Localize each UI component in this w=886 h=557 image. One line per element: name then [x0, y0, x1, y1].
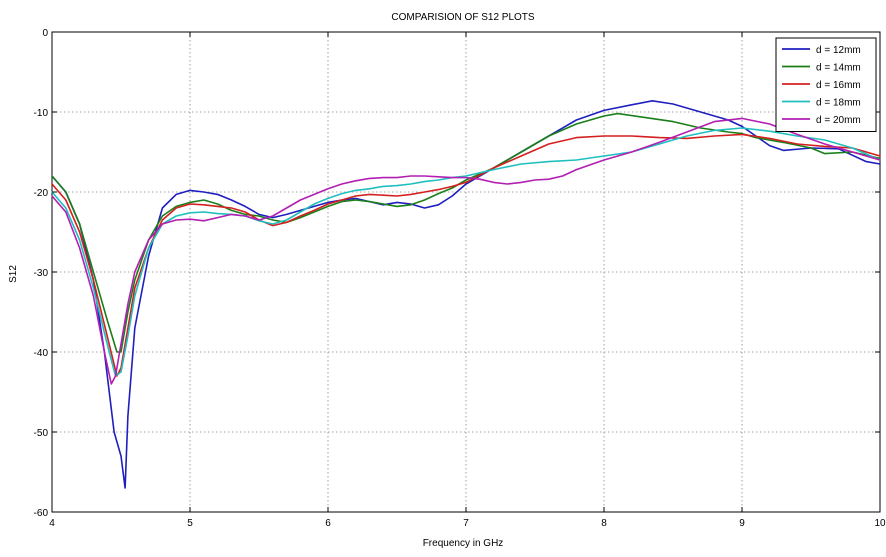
- x-tick-label: 9: [739, 518, 745, 529]
- y-axis-label: S12: [8, 265, 19, 283]
- legend-entry: d = 14mm: [816, 63, 861, 74]
- y-tick-label: -10: [34, 108, 49, 119]
- legend-entry: d = 12mm: [816, 45, 861, 56]
- y-tick-label: -30: [34, 268, 49, 279]
- series-line-4: [51, 127, 881, 377]
- x-tick-label: 7: [463, 518, 469, 529]
- y-tick-label: -50: [34, 428, 49, 439]
- series-line-5: [51, 117, 881, 385]
- y-tick-label: -20: [34, 188, 49, 199]
- x-tick-label: 6: [325, 518, 331, 529]
- x-tick-label: 5: [187, 518, 193, 529]
- y-tick-label: -40: [34, 348, 49, 359]
- x-tick-label: 8: [601, 518, 607, 529]
- series-line-2: [51, 112, 881, 353]
- y-tick-label: 0: [42, 28, 48, 39]
- series-line-3: [51, 133, 881, 377]
- x-tick-label: 10: [874, 518, 886, 529]
- grid: [52, 32, 880, 512]
- y-tick-label: -60: [34, 508, 49, 519]
- x-tick-label: 4: [49, 518, 55, 529]
- legend: d = 12mm d = 14mm d = 16mm d = 18mm d = 20mm: [775, 37, 877, 132]
- legend-entry: d = 16mm: [816, 80, 861, 91]
- series-lines: [51, 100, 881, 489]
- chart-title: COMPARISION OF S12 PLOTS: [391, 12, 535, 23]
- legend-entry: d = 20mm: [816, 115, 861, 126]
- x-axis-label: Frequency in GHz: [423, 538, 504, 549]
- legend-entry: d = 18mm: [816, 98, 861, 109]
- axis-ticks: 4 5 6 7 8 9 10 0 -10 -20 -30 -40 -50 -60: [34, 28, 886, 529]
